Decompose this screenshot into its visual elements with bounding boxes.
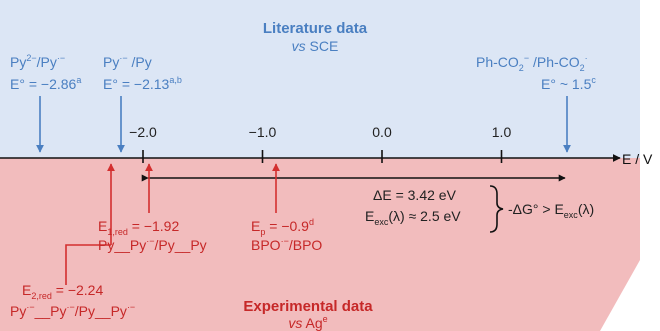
ep-label: Ep = −0.9d: [251, 217, 314, 237]
ep-species: BPO·−/BPO: [251, 236, 322, 253]
literature-panel: [0, 0, 640, 158]
axis-tick-label: −2.0: [129, 124, 157, 140]
axis-label: E / V: [622, 151, 653, 167]
corner-decoration-top: [640, 0, 660, 331]
py2-couple-label: Py2−/Py·−: [10, 53, 65, 70]
e1red-species: Py__Py·−/Py__Py: [98, 236, 207, 253]
axis-tick-label: 0.0: [372, 124, 392, 140]
py-potential-label: E° = −2.13a,b: [103, 75, 182, 92]
e2red-connector: [65, 244, 111, 285]
axis-ticks: −2.0 −1.0 0.0 1.0: [129, 124, 511, 163]
e-exc-label: Eexc(λ) ≈ 2.5 eV: [365, 208, 461, 227]
brace: [489, 185, 504, 233]
phco2-couple-label: Ph-CO2− /Ph-CO2·: [476, 53, 588, 73]
experimental-subtitle: vs Age: [288, 314, 327, 331]
literature-title: Literature data: [263, 20, 368, 37]
py2-potential-label: E° = −2.86a: [10, 75, 81, 92]
py-couple-label: Py·− /Py: [103, 53, 152, 70]
axis-tick-label: 1.0: [492, 124, 512, 140]
delta-e-label: ΔE = 3.42 eV: [373, 187, 457, 203]
e1red-label: E1,red = −1.92: [98, 218, 179, 237]
literature-subtitle: vs SCE: [292, 38, 339, 54]
corner-decoration-bottom: [600, 260, 660, 331]
e2red-species: Py·−__Py·−/Py__Py·−: [10, 302, 135, 319]
experimental-title: Experimental data: [243, 298, 373, 315]
phco2-potential-label: E° ~ 1.5c: [541, 75, 596, 92]
axis-tick-label: −1.0: [249, 124, 277, 140]
